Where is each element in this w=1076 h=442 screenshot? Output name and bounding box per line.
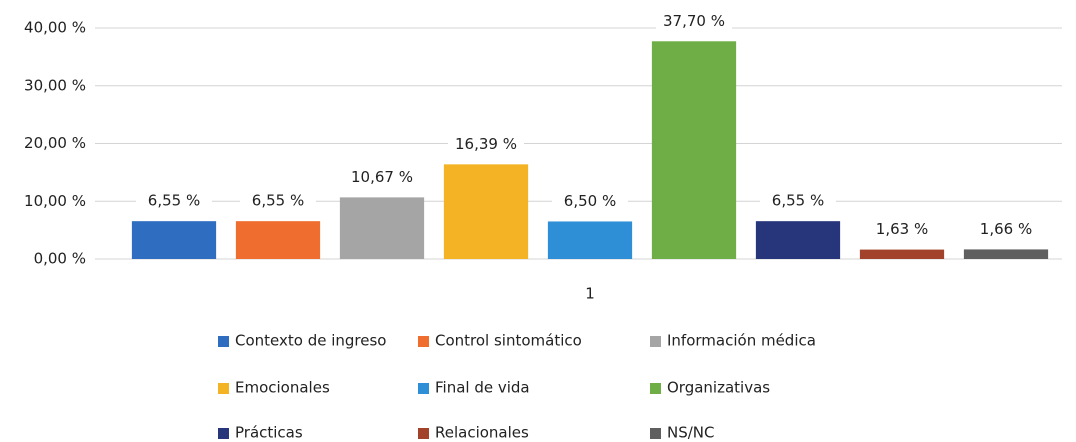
legend-swatch (218, 383, 229, 394)
label-bg (344, 166, 420, 189)
y-tick-label: 40,00 % (24, 19, 86, 37)
legend-label: Organizativas (667, 379, 770, 397)
legend-swatch (218, 428, 229, 439)
y-tick-label: 10,00 % (24, 192, 86, 210)
bar (131, 221, 217, 259)
label-bg (864, 218, 940, 241)
legend-label: Prácticas (235, 424, 303, 442)
data-label: 6,55 % (252, 192, 304, 210)
data-label: 1,66 % (980, 220, 1032, 238)
data-label: 6,55 % (772, 192, 824, 210)
y-tick-label: 0,00 % (34, 250, 86, 268)
bar (235, 221, 321, 259)
legend-label: Relacionales (435, 424, 529, 442)
legend-swatch (650, 428, 661, 439)
label-bg (760, 190, 836, 213)
data-label: 6,55 % (148, 192, 200, 210)
data-label: 10,67 % (351, 168, 413, 186)
x-tick-label: 1 (585, 285, 595, 303)
data-label: 1,63 % (876, 220, 928, 238)
label-bg (968, 218, 1044, 241)
legend-swatch (650, 336, 661, 347)
label-bg (552, 190, 628, 213)
y-tick-label: 30,00 % (24, 76, 86, 94)
bar (963, 249, 1049, 259)
label-bg (136, 190, 212, 213)
legend-swatch (218, 336, 229, 347)
bar (547, 221, 633, 259)
bar (339, 197, 425, 259)
legend-label: Contexto de ingreso (235, 332, 386, 350)
label-bg (448, 133, 524, 156)
bar (443, 164, 529, 259)
bar (651, 41, 737, 259)
label-bg (656, 10, 732, 33)
legend-label: NS/NC (667, 424, 715, 442)
legend-label: Final de vida (435, 379, 530, 397)
legend-swatch (418, 336, 429, 347)
data-label: 6,50 % (564, 192, 616, 210)
bar (859, 249, 945, 259)
y-tick-label: 20,00 % (24, 134, 86, 152)
data-label: 16,39 % (455, 135, 517, 153)
label-bg (240, 190, 316, 213)
legend-label: Información médica (667, 332, 816, 350)
legend-label: Emocionales (235, 379, 330, 397)
legend-label: Control sintomático (435, 332, 582, 350)
legend-swatch (650, 383, 661, 394)
legend-swatch (418, 383, 429, 394)
data-label: 37,70 % (663, 12, 725, 30)
bar (755, 221, 841, 259)
legend-swatch (418, 428, 429, 439)
